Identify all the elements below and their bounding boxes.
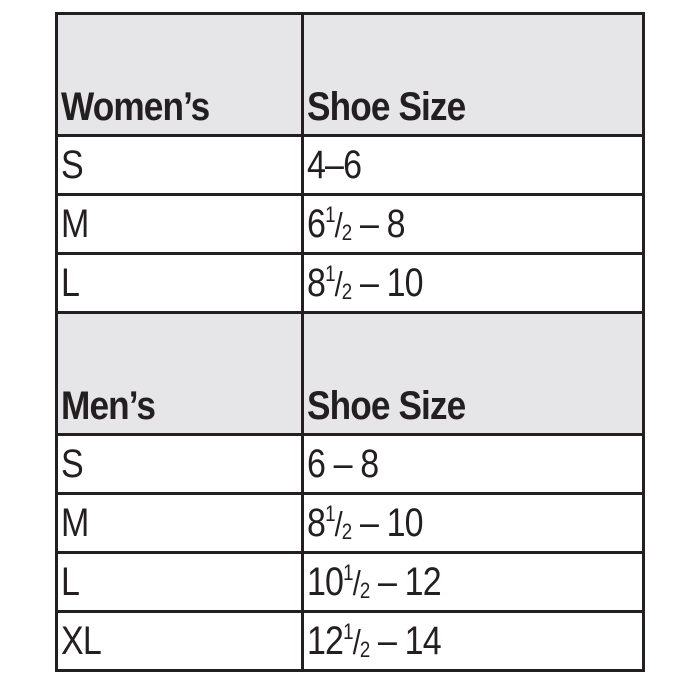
table-row: M 61/2 – 8: [55, 193, 645, 255]
fraction-numerator: 1: [343, 560, 353, 585]
fraction-numerator: 1: [343, 619, 353, 644]
shoe-size-whole: 6: [307, 202, 326, 246]
shoe-size-cell: 81/2 – 10: [301, 492, 645, 554]
fraction-denominator: 2: [359, 578, 370, 603]
shoe-size-cell: 4–6: [301, 134, 645, 196]
fraction-numerator: 1: [325, 501, 335, 526]
header-row: Women’s Shoe Size: [55, 12, 645, 137]
table-row: L 81/2 – 10: [55, 252, 645, 314]
size-value: M: [61, 202, 89, 246]
shoe-size-header-cell: Shoe Size: [301, 311, 645, 436]
fraction-slash: /: [334, 207, 343, 245]
shoe-size-rest: – 14: [369, 619, 442, 663]
size-cell: L: [55, 551, 304, 613]
shoe-size-rest: – 10: [351, 261, 424, 305]
shoe-size-header: Shoe Size: [307, 384, 466, 428]
size-cell: S: [55, 433, 304, 495]
fraction-slash: /: [334, 266, 343, 304]
shoe-size-cell: 6 – 8: [301, 433, 645, 495]
shoe-size-cell: 101/2 – 12: [301, 551, 645, 613]
size-cell: M: [55, 193, 304, 255]
shoe-size-whole: 8: [307, 261, 326, 305]
shoe-size-header: Shoe Size: [307, 85, 466, 129]
fraction-denominator: 2: [341, 519, 352, 544]
size-cell: M: [55, 492, 304, 554]
group-header: Women’s: [61, 85, 210, 129]
size-value: S: [61, 442, 84, 486]
shoe-size-header-cell: Shoe Size: [301, 12, 645, 137]
fraction-numerator: 1: [325, 202, 335, 227]
size-cell: XL: [55, 610, 304, 672]
shoe-size-value: 6 – 8: [307, 442, 379, 486]
header-row: Men’s Shoe Size: [55, 311, 645, 436]
size-value: XL: [61, 619, 102, 663]
shoe-size-cell: 61/2 – 8: [301, 193, 645, 255]
fraction-slash: /: [352, 565, 361, 603]
fraction-denominator: 2: [359, 637, 370, 662]
shoe-size-value: 101/2 – 12: [307, 560, 442, 604]
table-row: L 101/2 – 12: [55, 551, 645, 613]
table-row: M 81/2 – 10: [55, 492, 645, 554]
shoe-size-rest: – 8: [351, 202, 406, 246]
fraction-denominator: 2: [341, 279, 352, 304]
shoe-size-whole: 10: [307, 560, 344, 604]
size-value: L: [61, 560, 80, 604]
group-header-cell: Men’s: [55, 311, 304, 436]
size-value: L: [61, 261, 80, 305]
shoe-size-cell: 121/2 – 14: [301, 610, 645, 672]
table-row: S 6 – 8: [55, 433, 645, 495]
group-header: Men’s: [61, 384, 156, 428]
shoe-size-cell: 81/2 – 10: [301, 252, 645, 314]
size-value: S: [61, 143, 84, 187]
shoe-size-value: 61/2 – 8: [307, 202, 406, 246]
shoe-size-whole: 4–6: [307, 143, 362, 187]
shoe-size-whole: 8: [307, 501, 326, 545]
shoe-size-value: 81/2 – 10: [307, 501, 424, 545]
shoe-size-whole: 6 – 8: [307, 442, 379, 486]
fraction-slash: /: [334, 506, 343, 544]
shoe-size-value: 4–6: [307, 143, 362, 187]
fraction-denominator: 2: [341, 220, 352, 245]
shoe-size-whole: 12: [307, 619, 344, 663]
shoe-size-rest: – 12: [369, 560, 442, 604]
shoe-size-rest: – 10: [351, 501, 424, 545]
table-row: XL 121/2 – 14: [55, 610, 645, 672]
size-value: M: [61, 501, 89, 545]
fraction-numerator: 1: [325, 261, 335, 286]
shoe-size-value: 121/2 – 14: [307, 619, 442, 663]
size-chart-table: Women’s Shoe Size S 4–6 M 61/2 – 8 L 81/2 – 10 M…: [55, 12, 645, 672]
shoe-size-value: 81/2 – 10: [307, 261, 424, 305]
group-header-cell: Women’s: [55, 12, 304, 137]
fraction-slash: /: [352, 624, 361, 662]
table-row: S 4–6: [55, 134, 645, 196]
size-cell: S: [55, 134, 304, 196]
size-cell: L: [55, 252, 304, 314]
